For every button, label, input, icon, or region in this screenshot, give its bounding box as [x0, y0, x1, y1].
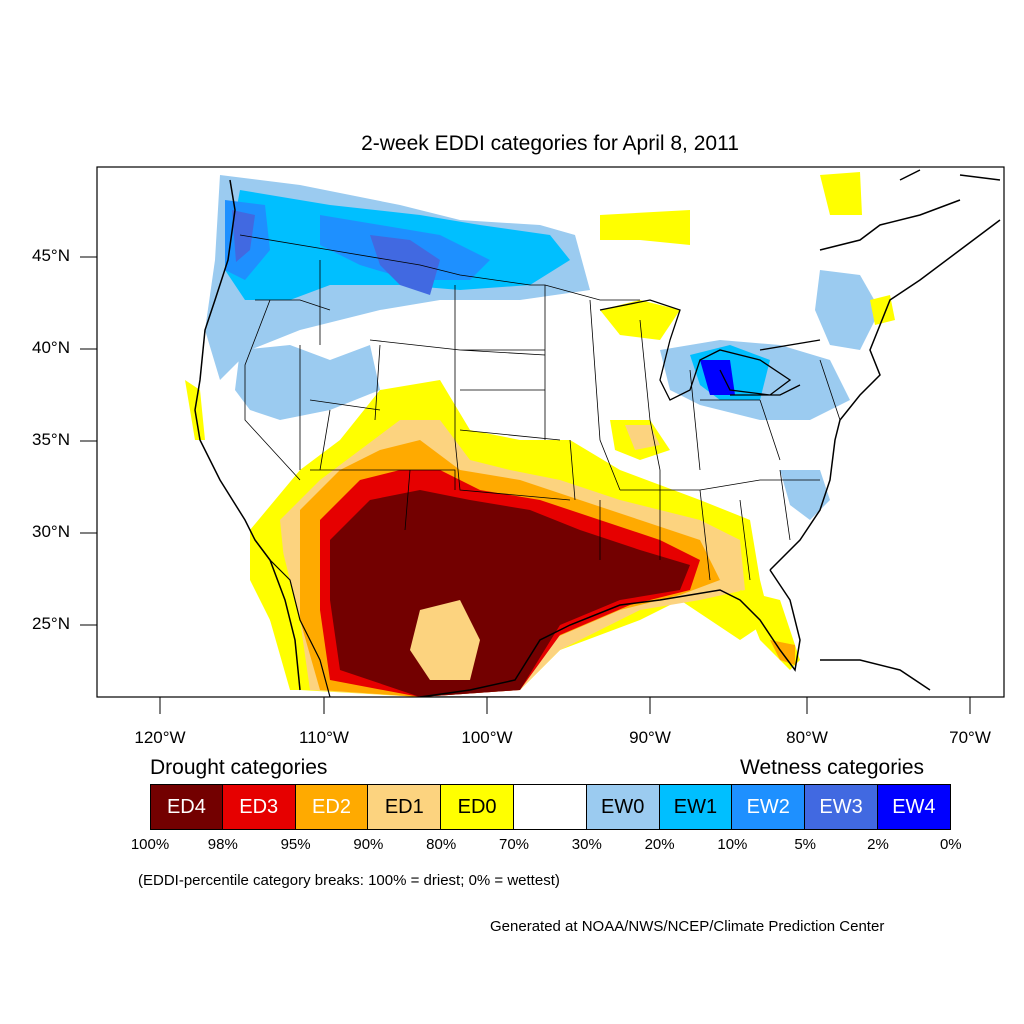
- legend-break: 90%: [353, 836, 384, 853]
- lat-label-45: 45°N: [32, 246, 70, 265]
- legend-box-ew3: EW3: [805, 784, 878, 830]
- state-lines: [244, 260, 841, 581]
- legend-break: 0%: [939, 836, 962, 853]
- legend-break: 30%: [571, 836, 602, 853]
- map-fill-layer: [185, 172, 895, 697]
- wet-region-michigan-dark: [700, 360, 735, 395]
- lat-ticks: [80, 256, 97, 626]
- wet-region-carolina: [780, 470, 830, 520]
- legend-box-normal: [513, 784, 587, 830]
- mexico-coast: [254, 539, 520, 697]
- west-coast: [194, 179, 301, 691]
- lat-label-35: 35°N: [32, 430, 70, 449]
- canada-coast: [819, 169, 1001, 251]
- legend-break: 70%: [498, 836, 530, 853]
- map-frame: [96, 166, 1005, 698]
- east-coast: [769, 219, 1001, 571]
- lat-label-30: 30°N: [32, 522, 70, 541]
- legend-box-ew0: EW0: [586, 784, 660, 830]
- legend-break: 95%: [280, 836, 311, 853]
- legend-box-ed0: ED0: [441, 784, 514, 830]
- legend-box-ed2: ED2: [295, 784, 369, 830]
- drought-region-nova-scotia: [820, 172, 862, 215]
- credit-line: Generated at NOAA/NWS/NCEP/Climate Predi…: [490, 918, 885, 935]
- drought-region-illinois-ed1: [625, 425, 660, 450]
- wetness-heading: Wetness categories: [740, 756, 925, 779]
- legend-break: 2%: [867, 836, 889, 853]
- lon-label-120: 120°W: [134, 728, 186, 747]
- wet-region-wash-dark: [232, 210, 255, 262]
- drought-region-pocket-ed1: [410, 600, 480, 680]
- us-canada-border: [239, 234, 640, 301]
- lon-label-100: 100°W: [461, 728, 513, 747]
- wet-region-montana-dark: [370, 235, 440, 295]
- legend-box-ew1: EW1: [659, 784, 733, 830]
- lat-label-40: 40°N: [32, 338, 70, 357]
- drought-heading: Drought categories: [150, 756, 328, 779]
- wet-region-new-england: [815, 270, 880, 350]
- legend-box-ew4: EW4: [877, 784, 951, 830]
- legend-break: 20%: [644, 836, 675, 853]
- lat-label-25: 25°N: [32, 614, 70, 633]
- boundaries: [194, 169, 1001, 697]
- map-title: 2-week EDDI categories for April 8, 2011: [361, 132, 739, 155]
- legend-break: 80%: [426, 836, 457, 853]
- category-note: (EDDI-percentile category breaks: 100% =…: [138, 872, 560, 889]
- category-legend: ED4 ED3 ED2 ED1 ED0 EW0 EW1 EW2 EW3 EW4: [150, 784, 951, 830]
- caribbean: [820, 659, 931, 691]
- legend-box-ed4: ED4: [150, 784, 223, 830]
- great-lakes: [599, 299, 821, 401]
- legend-break: 10%: [717, 836, 748, 853]
- legend-box-ed1: ED1: [368, 784, 442, 830]
- legend-box-ew2: EW2: [732, 784, 806, 830]
- legend-break: 98%: [207, 836, 238, 853]
- lon-label-90: 90°W: [629, 728, 671, 747]
- legend-break: 100%: [130, 836, 170, 853]
- gulf-coast: [419, 569, 801, 697]
- lon-label-70: 70°W: [949, 728, 991, 747]
- lon-ticks: [159, 697, 971, 714]
- lon-label-110: 110°W: [299, 728, 349, 747]
- lon-label-80: 80°W: [786, 728, 828, 747]
- drought-region-ontario: [600, 210, 690, 245]
- legend-box-ed3: ED3: [222, 784, 296, 830]
- wet-region-great-basin: [235, 345, 380, 420]
- legend-break: 5%: [794, 836, 817, 853]
